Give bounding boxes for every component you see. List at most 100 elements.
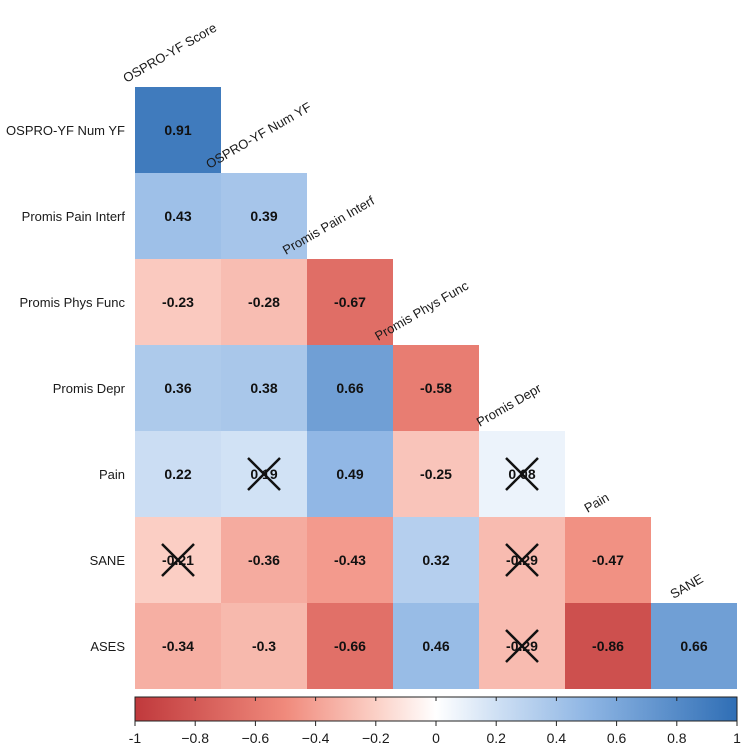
colorbar-tick-label: −0.6 xyxy=(242,730,270,746)
heatmap-cell: -0.29 xyxy=(479,517,565,603)
heatmap-cell-rect xyxy=(565,517,651,603)
heatmap-cell-rect xyxy=(135,259,221,345)
row-label: Pain xyxy=(99,467,125,482)
cell-value-label: -0.28 xyxy=(248,294,280,310)
heatmap-cell: 0.49 xyxy=(307,431,393,517)
heatmap-cell: -0.28 xyxy=(221,259,307,345)
cell-value-label: -0.43 xyxy=(334,552,366,568)
column-label: Pain xyxy=(582,490,612,516)
cell-value-label: -0.36 xyxy=(248,552,280,568)
heatmap-cell: -0.47 xyxy=(565,517,651,603)
heatmap-cell: -0.36 xyxy=(221,517,307,603)
cell-value-label: -0.47 xyxy=(592,552,624,568)
row-label: Promis Pain Interf xyxy=(22,209,126,224)
heatmap-cell-rect xyxy=(221,345,307,431)
cell-value-label: 0.91 xyxy=(164,122,191,138)
cell-value-label: 0.46 xyxy=(422,638,449,654)
non-significant-cross-mark xyxy=(161,543,195,577)
heatmap-cell-rect xyxy=(393,431,479,517)
heatmap-cell: 0.91 xyxy=(135,87,221,173)
heatmap-cell: -0.23 xyxy=(135,259,221,345)
heatmap-cell-rect xyxy=(565,603,651,689)
cell-value-label: 0.43 xyxy=(164,208,191,224)
heatmap-cell: -0.29 xyxy=(479,603,565,689)
heatmap-cell-rect xyxy=(135,87,221,173)
cell-value-label: 0.22 xyxy=(164,466,191,482)
heatmap-cell: 0.46 xyxy=(393,603,479,689)
non-significant-cross-mark xyxy=(505,457,539,491)
heatmap-cell: -0.58 xyxy=(393,345,479,431)
heatmap-cell: -0.3 xyxy=(221,603,307,689)
non-significant-cross-mark xyxy=(247,457,281,491)
colorbar-tick-label: −0.2 xyxy=(362,730,390,746)
colorbar-tick-label: 0.4 xyxy=(547,730,567,746)
cell-value-label: 0.36 xyxy=(164,380,191,396)
heatmap-cell-rect xyxy=(221,173,307,259)
heatmap-cell: -0.25 xyxy=(393,431,479,517)
row-label: SANE xyxy=(90,553,126,568)
heatmap-cell-rect xyxy=(221,259,307,345)
heatmap-cell-rect xyxy=(221,603,307,689)
column-label: Promis Depr xyxy=(474,380,545,429)
heatmap-cell-rect xyxy=(307,431,393,517)
colorbar-tick-label: 1 xyxy=(733,730,741,746)
cell-value-label: 0.38 xyxy=(250,380,277,396)
cell-value-label: 0.66 xyxy=(680,638,707,654)
cell-value-label: -0.58 xyxy=(420,380,452,396)
colorbar-tick-label: −0.8 xyxy=(181,730,209,746)
cell-value-label: -0.23 xyxy=(162,294,194,310)
cell-value-label: 0.49 xyxy=(336,466,363,482)
row-label: ASES xyxy=(90,639,125,654)
heatmap-cell-rect xyxy=(393,603,479,689)
heatmap-cell: -0.67 xyxy=(307,259,393,345)
cell-value-label: -0.86 xyxy=(592,638,624,654)
row-labels: OSPRO-YF Num YF Promis Pain Interf Promis … xyxy=(6,123,126,654)
cell-value-label: 0.32 xyxy=(422,552,449,568)
column-label: SANE xyxy=(668,571,706,602)
heatmap-cell-rect xyxy=(307,517,393,603)
colorbar: -1 −0.8 −0.6 −0.4 −0.2 0 0.2 0.4 0.6 0.8 1 xyxy=(129,696,741,746)
heatmap-cell: 0.66 xyxy=(307,345,393,431)
non-significant-cross-mark xyxy=(505,543,539,577)
colorbar-tick-label: -1 xyxy=(129,730,142,746)
heatmap-cell-rect xyxy=(307,345,393,431)
colorbar-tick-label: 0 xyxy=(432,730,440,746)
heatmap-cell-rect xyxy=(651,603,737,689)
cell-value-label: -0.66 xyxy=(334,638,366,654)
heatmap-cell-rect xyxy=(307,259,393,345)
heatmap-cell: 0.39 xyxy=(221,173,307,259)
cell-value-label: 0.66 xyxy=(336,380,363,396)
heatmap-cell-rect xyxy=(135,345,221,431)
heatmap-cell: -0.21 xyxy=(135,517,221,603)
cells-layer: 0.91 0.43 0.39 -0.23 -0.28 -0.67 0.36 0.38 0.66 -… xyxy=(135,87,737,689)
heatmap-cell-rect xyxy=(135,431,221,517)
row-label: Promis Depr xyxy=(53,381,126,396)
heatmap-cell-rect xyxy=(135,173,221,259)
heatmap-cell-rect xyxy=(393,517,479,603)
heatmap-cell-rect xyxy=(221,517,307,603)
heatmap-cell: 0.66 xyxy=(651,603,737,689)
cell-value-label: -0.25 xyxy=(420,466,452,482)
heatmap-cell: 0.36 xyxy=(135,345,221,431)
heatmap-cell-rect xyxy=(393,345,479,431)
cell-value-label: -0.3 xyxy=(252,638,276,654)
heatmap-cell: 0.43 xyxy=(135,173,221,259)
row-label: OSPRO-YF Num YF xyxy=(6,123,125,138)
heatmap-cell: 0.08 xyxy=(479,431,565,517)
colorbar-tick-label: 0.8 xyxy=(667,730,687,746)
heatmap-cell: 0.22 xyxy=(135,431,221,517)
colorbar-tick-label: 0.2 xyxy=(486,730,506,746)
heatmap-cell: -0.86 xyxy=(565,603,651,689)
heatmap-cell-rect xyxy=(307,603,393,689)
cell-value-label: -0.67 xyxy=(334,294,366,310)
row-label: Promis Phys Func xyxy=(20,295,126,310)
heatmap-cell: 0.19 xyxy=(221,431,307,517)
cell-value-label: 0.39 xyxy=(250,208,277,224)
heatmap-cell: 0.32 xyxy=(393,517,479,603)
colorbar-tick-label: −0.4 xyxy=(302,730,330,746)
non-significant-cross-mark xyxy=(505,629,539,663)
heatmap-cell: 0.38 xyxy=(221,345,307,431)
heatmap-cell: -0.43 xyxy=(307,517,393,603)
column-label: OSPRO-YF Score xyxy=(120,20,219,86)
